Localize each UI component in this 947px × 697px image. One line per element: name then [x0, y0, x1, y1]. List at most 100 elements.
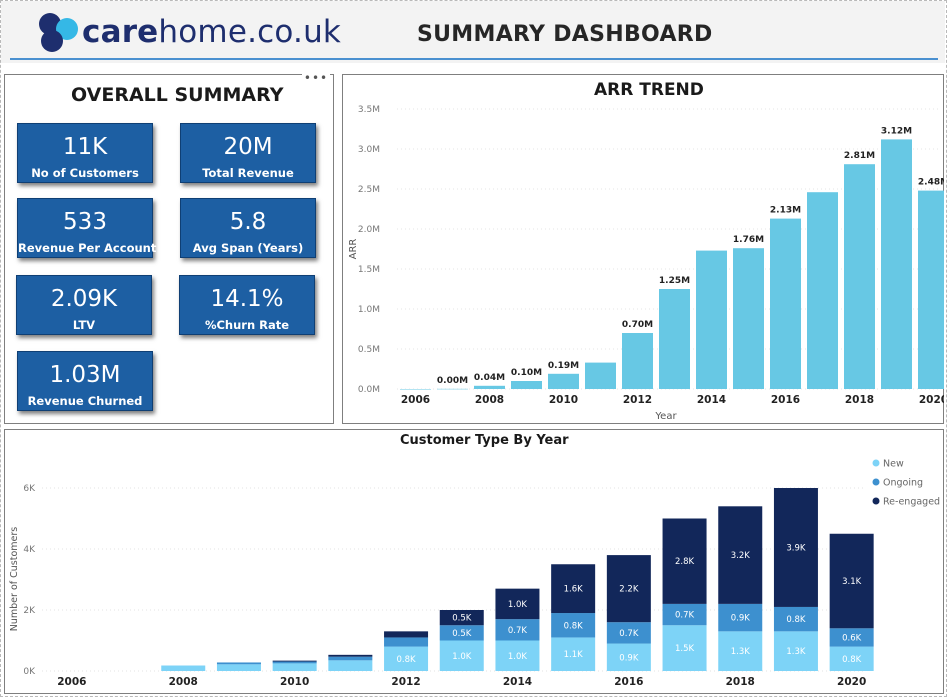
kpi-value: 14.1% [210, 286, 284, 312]
arr-data-label: 1.76M [733, 235, 764, 245]
ct-y-axis-label: Number of Customers [9, 527, 20, 632]
legend-label: New [883, 459, 904, 470]
arr-x-tick-label: 2012 [623, 394, 652, 406]
kpi-card-total-revenue: 20M Total Revenue [180, 123, 316, 183]
arr-bar [844, 164, 875, 389]
ct-bar-segment-re-engaged [718, 506, 763, 604]
arr-bar [733, 248, 764, 389]
ct-bar-segment-ongoing [662, 603, 707, 626]
ct-data-label: 0.8K [786, 615, 806, 625]
arr-bar [622, 333, 653, 389]
ct-bar-segment-new [829, 646, 874, 671]
arr-data-label: 0.04M [474, 373, 505, 383]
ct-data-label: 0.8K [564, 621, 584, 631]
kpi-label: Avg Span (Years) [192, 241, 304, 255]
arr-y-tick-label: 1.5M [358, 265, 380, 275]
arr-data-label: 2.48M [918, 178, 944, 188]
ct-bar-segment-new [272, 663, 317, 671]
arr-data-label: 0.70M [622, 320, 653, 330]
ct-data-label: 1.1K [564, 650, 584, 660]
kpi-card-revenue-churned: 1.03M Revenue Churned [17, 351, 153, 411]
arr-y-tick-label: 0.0M [358, 385, 380, 395]
arr-bar [881, 139, 912, 389]
arr-y-tick-label: 2.0M [358, 225, 380, 235]
ct-bar-segment-ongoing [216, 662, 261, 665]
ct-data-label: 0.8K [397, 655, 417, 665]
ct-x-tick-label: 2010 [280, 676, 309, 688]
ct-bar-segment-ongoing [773, 606, 818, 632]
ct-data-label: 1.3K [731, 647, 751, 657]
arr-bar [511, 381, 542, 389]
kpi-value: 5.8 [229, 209, 267, 235]
ct-data-label: 2.8K [675, 557, 695, 567]
ct-data-label: 0.7K [508, 626, 528, 636]
ct-x-tick-label: 2016 [614, 676, 643, 688]
header-divider [10, 58, 938, 60]
arr-trend-chart: 0.0M 0.5M 1.0M 1.5M 2.0M 2.5M 3.0M 3.5M ARR Year 0… [348, 105, 944, 422]
legend-label: Re-engaged [883, 497, 940, 508]
arr-data-label: 0.19M [548, 361, 579, 371]
arr-bar [548, 373, 579, 389]
carehome-logo-icon [39, 13, 78, 52]
kpi-label: Revenue Churned [27, 394, 143, 408]
arr-data-label: 2.13M [770, 206, 801, 216]
kpi-value: 533 [63, 209, 107, 235]
arr-y-tick-label: 3.5M [358, 105, 380, 115]
ct-data-label: 1.0K [508, 600, 528, 610]
arr-bar [474, 385, 505, 389]
arr-x-tick-label: 2006 [401, 394, 430, 406]
ct-x-tick-label: 2020 [837, 676, 866, 688]
arr-x-tick-label: 2018 [845, 394, 874, 406]
ct-bar-segment-re-engaged [384, 631, 429, 638]
ct-data-label: 3.1K [842, 577, 862, 587]
more-options-icon[interactable]: ••• [302, 71, 330, 85]
ct-bar-segment-ongoing [328, 656, 373, 661]
ct-data-label: 3.9K [786, 543, 806, 553]
customer-type-chart-title: Customer Type By Year [400, 433, 569, 448]
ct-bar-segment-re-engaged [606, 555, 651, 623]
ct-bar-segment-new [606, 643, 651, 671]
ct-data-label: 0.6K [842, 633, 862, 643]
summary-title: OVERALL SUMMARY [71, 84, 284, 106]
ct-data-label: 0.8K [842, 655, 862, 665]
customer-type-chart: 0K 2K 4K 6K Number of Customers 0.8K 1.0K 0.5K 0… [9, 459, 940, 689]
ct-bar-segment-ongoing [495, 619, 540, 641]
logo-text-rest: home.co.uk [158, 14, 342, 50]
kpi-card-churn-rate: 14.1% %Churn Rate [179, 275, 315, 335]
arr-bar [918, 190, 944, 389]
ct-bar-segment-re-engaged [439, 610, 484, 626]
arr-y-tick-label: 2.5M [358, 185, 380, 195]
ct-x-tick-label: 2018 [726, 676, 755, 688]
ct-bar-segment-re-engaged [662, 518, 707, 604]
arr-data-label: 2.81M [844, 151, 875, 161]
ct-bar-segment-ongoing [606, 622, 651, 644]
arr-chart-title: ARR TREND [594, 80, 704, 100]
arr-x-tick-label: 2010 [549, 394, 578, 406]
ct-bar-segment-re-engaged [328, 654, 373, 657]
arr-bar [807, 192, 838, 389]
arr-bar [696, 250, 727, 389]
kpi-value: 11K [62, 134, 108, 160]
arr-x-tick-label: 2008 [475, 394, 504, 406]
kpi-card-customers: 11K No of Customers [17, 123, 153, 183]
ct-bar-segment-ongoing [718, 603, 763, 632]
ct-y-tick-label: 4K [23, 545, 36, 555]
arr-x-tick-label: 2014 [697, 394, 726, 406]
ct-data-label: 0.5K [452, 614, 472, 624]
kpi-label: Total Revenue [202, 166, 294, 180]
ct-bar-segment-new [495, 640, 540, 671]
ct-bar-segment-ongoing [829, 628, 874, 647]
arr-bar [400, 389, 431, 390]
ct-bar-segment-ongoing [272, 661, 317, 664]
ct-data-label: 0.5K [452, 629, 472, 639]
ct-bar-segment-ongoing [439, 625, 484, 641]
ct-bar-segment-new [328, 660, 373, 671]
ct-data-label: 1.0K [452, 652, 472, 662]
kpi-value: 1.03M [49, 362, 121, 388]
kpi-card-ltv: 2.09K LTV [16, 275, 152, 335]
arr-data-label: 0.00M [437, 376, 468, 386]
logo-text-bold: care [82, 14, 159, 50]
kpi-label: %Churn Rate [204, 318, 290, 332]
ct-x-tick-label: 2006 [57, 676, 86, 688]
ct-data-label: 3.2K [731, 551, 751, 561]
